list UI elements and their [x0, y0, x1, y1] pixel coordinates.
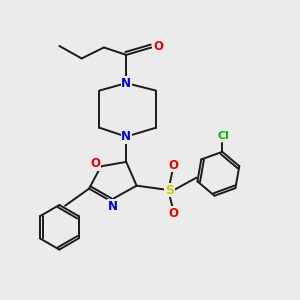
- Text: Cl: Cl: [218, 131, 230, 141]
- Text: O: O: [153, 40, 163, 53]
- Text: N: N: [121, 130, 131, 143]
- Text: O: O: [168, 159, 178, 172]
- Text: S: S: [165, 184, 174, 196]
- Text: O: O: [91, 157, 100, 170]
- Text: N: N: [121, 76, 131, 90]
- Text: N: N: [108, 200, 118, 213]
- Text: O: O: [168, 206, 178, 220]
